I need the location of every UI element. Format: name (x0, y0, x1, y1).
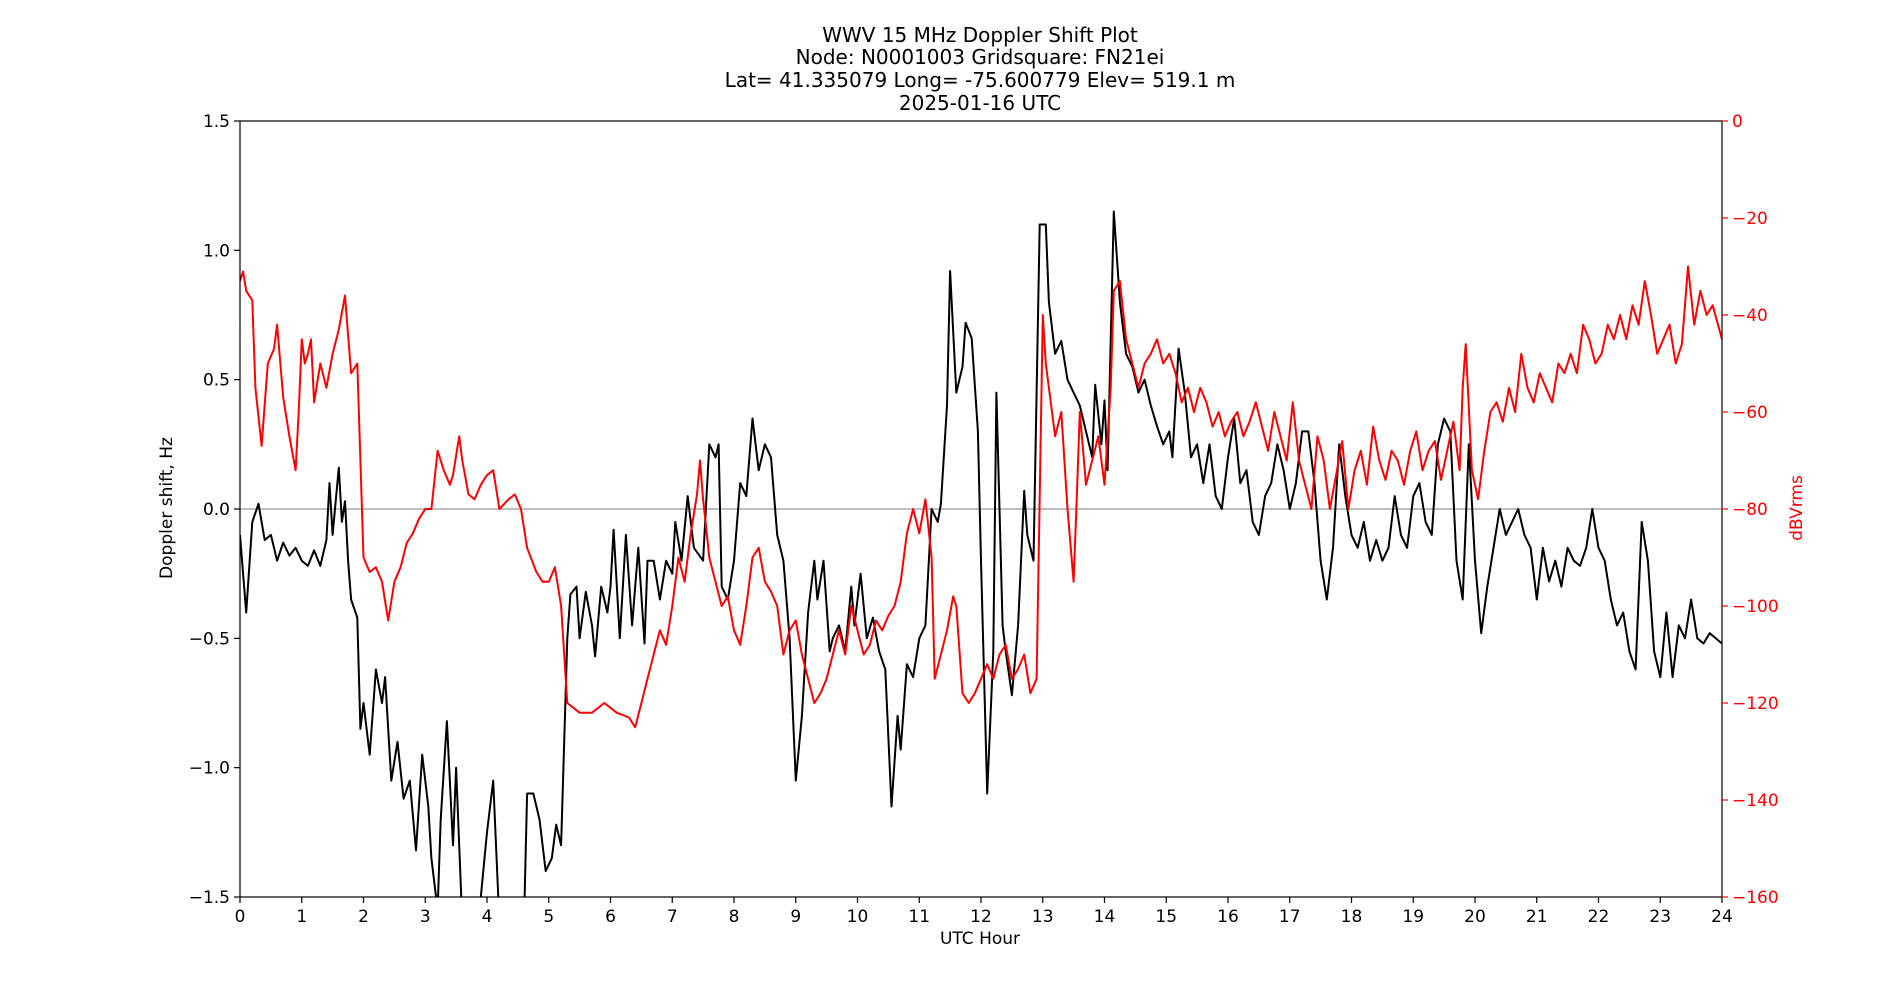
x-tick-label: 18 (1341, 907, 1363, 927)
x-tick-label: 10 (847, 907, 869, 927)
y2-tick-label: 0 (1732, 112, 1743, 132)
x-tick-label: 7 (667, 907, 678, 927)
y2-tick-label: −140 (1732, 791, 1779, 811)
x-tick-label: 3 (420, 907, 431, 927)
x-tick-label: 19 (1402, 907, 1424, 927)
y2-tick-label: −100 (1732, 597, 1779, 617)
x-tick-label: 13 (1032, 907, 1054, 927)
x-tick-label: 0 (235, 907, 246, 927)
y2-axis-label: dBVrms (1787, 475, 1807, 541)
x-tick-label: 15 (1155, 907, 1177, 927)
doppler-series-line (240, 210, 1722, 897)
x-axis-label: UTC Hour (940, 929, 1020, 949)
x-tick-label: 6 (605, 907, 616, 927)
y2-tick-label: −20 (1732, 209, 1768, 229)
power-series-line (240, 265, 1722, 729)
chart-subtitle-location: Lat= 41.335079 Long= -75.600779 Elev= 51… (725, 68, 1236, 92)
y-tick-label: 1.5 (203, 112, 230, 132)
y-axis-label: Doppler shift, Hz (157, 437, 177, 579)
y-tick-label: −1.5 (189, 888, 230, 908)
y-tick-label: −1.0 (189, 759, 230, 779)
x-tick-label: 4 (482, 907, 493, 927)
y-tick-label: 0.0 (203, 500, 230, 520)
y2-tick-label: −160 (1732, 888, 1779, 908)
axis-ticks: 0 1 2 3 4 5 6 7 8 9 10 11 12 13 14 15 16 17 18 19 20 21 22 23 24… (189, 112, 1779, 927)
chart-title: WWV 15 MHz Doppler Shift Plot (822, 23, 1138, 47)
x-tick-label: 24 (1711, 907, 1733, 927)
x-tick-label: 11 (908, 907, 930, 927)
x-tick-label: 23 (1649, 907, 1671, 927)
y-tick-label: 1.0 (203, 241, 230, 261)
x-tick-label: 21 (1526, 907, 1548, 927)
y-tick-label: −0.5 (189, 629, 230, 649)
x-tick-label: 22 (1588, 907, 1610, 927)
x-tick-label: 2 (358, 907, 369, 927)
y-tick-label: 0.5 (203, 371, 230, 391)
x-tick-label: 16 (1217, 907, 1239, 927)
chart-subtitle-date: 2025-01-16 UTC (899, 91, 1061, 115)
x-tick-label: 14 (1094, 907, 1116, 927)
x-tick-label: 17 (1279, 907, 1301, 927)
x-tick-label: 12 (970, 907, 992, 927)
y2-tick-label: −60 (1732, 403, 1768, 423)
y2-tick-label: −80 (1732, 500, 1768, 520)
x-tick-label: 5 (543, 907, 554, 927)
x-tick-label: 20 (1464, 907, 1486, 927)
chart-subtitle-node: Node: N0001003 Gridsquare: FN21ei (796, 45, 1165, 69)
y2-tick-label: −120 (1732, 694, 1779, 714)
x-tick-label: 1 (296, 907, 307, 927)
y2-tick-label: −40 (1732, 306, 1768, 326)
x-tick-label: 8 (729, 907, 740, 927)
x-tick-label: 9 (790, 907, 801, 927)
plot-area (239, 120, 1723, 898)
